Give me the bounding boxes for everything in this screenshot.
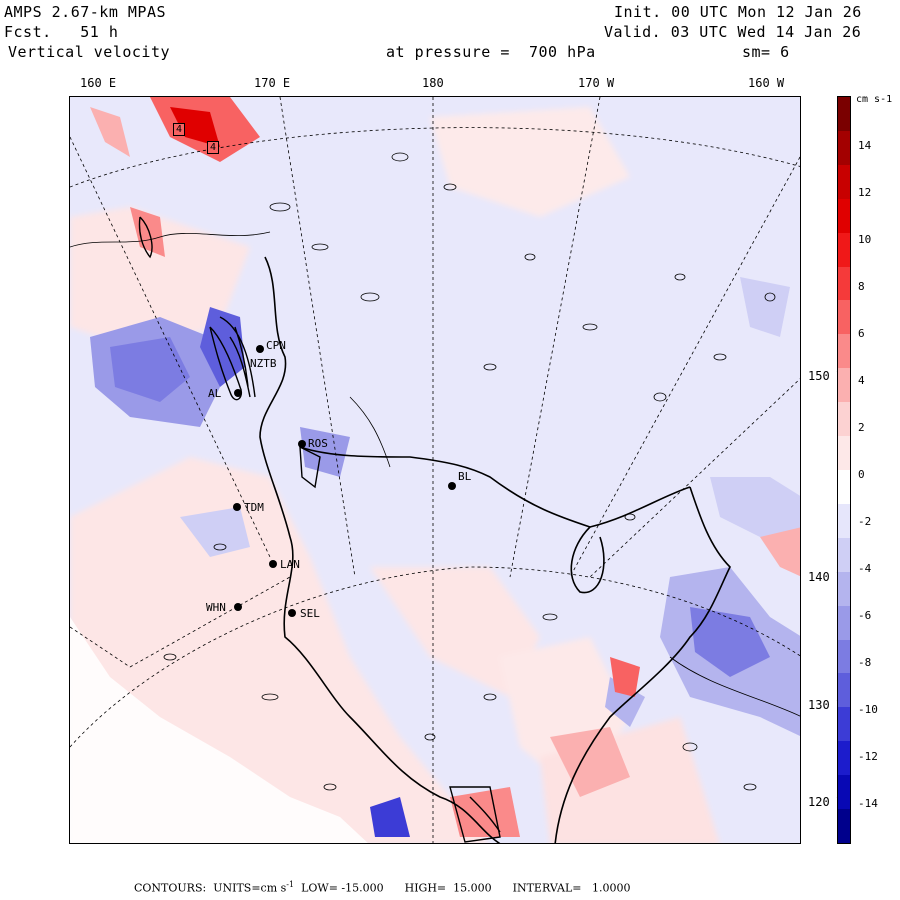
colorbar-segment	[838, 809, 850, 843]
station-label-bl: BL	[458, 470, 472, 483]
contour-low: LOW= -15.000	[301, 881, 384, 895]
colorbar-segment	[838, 97, 850, 131]
colorbar-segment	[838, 368, 850, 403]
station-label-cpn: CPN	[266, 339, 286, 352]
colorbar-tick-label: 8	[858, 280, 865, 293]
colorbar-tick-label: -12	[858, 750, 878, 763]
station-marker	[448, 482, 456, 490]
model-title: AMPS 2.67-km MPAS	[4, 3, 167, 21]
contour-interval: INTERVAL= 1.0000	[512, 881, 631, 895]
graticule	[70, 97, 800, 843]
station-marker	[288, 609, 296, 617]
colorbar-segment	[838, 639, 850, 674]
colorbar-tick-label: 12	[858, 186, 872, 199]
colorbar-tick-label: 4	[858, 374, 865, 387]
units-exponent: -1	[286, 880, 295, 889]
colorbar-tick-label: -10	[858, 703, 878, 716]
colorbar-tick-label: -2	[858, 515, 872, 528]
lat-label-140w: 140 W	[807, 570, 846, 584]
field-name: Vertical velocity	[8, 43, 171, 61]
colorbar-segment	[838, 605, 850, 640]
colorbar-tick-label: -6	[858, 609, 872, 622]
valid-time: Valid. 03 UTC Wed 14 Jan 26	[604, 23, 862, 41]
lon-label-160w: 160 W	[748, 76, 785, 90]
lat-label-120w: 120 W	[807, 795, 846, 809]
mountain-contours	[138, 216, 501, 843]
colorbar-segment	[838, 164, 850, 199]
station-label-whn: WHN	[206, 601, 226, 614]
colorbar-segment	[838, 334, 850, 369]
map-panel: 4 4 CPN NZTB AL ROS TDM LAN WHN SEL BL	[69, 96, 801, 844]
lat-label-150w: 150 W	[807, 369, 846, 383]
colorbar-segment	[838, 537, 850, 572]
ice-region	[70, 617, 368, 843]
station-label-sel: SEL	[300, 607, 320, 620]
colorbar-segment	[838, 469, 850, 504]
colorbar-tick-label: -8	[858, 656, 872, 669]
colorbar-tick-label: 6	[858, 327, 865, 340]
colorbar-tick-label: -14	[858, 797, 878, 810]
station-marker	[234, 389, 242, 397]
contour-label: 4	[207, 141, 220, 154]
station-marker	[234, 603, 242, 611]
contour-units: CONTOURS: UNITS=cm s	[134, 881, 287, 895]
colorbar-segment	[838, 741, 850, 776]
colorbar-segment	[838, 503, 850, 538]
colorbar-segment	[838, 300, 850, 335]
station-marker	[269, 560, 277, 568]
station-label-al: AL	[208, 387, 222, 400]
station-label-ros: ROS	[308, 437, 328, 450]
colorbar-segment	[838, 402, 850, 437]
smoothing: sm= 6	[742, 43, 790, 61]
colorbar-segment	[838, 266, 850, 301]
colorbar-unit: cm s-1	[856, 94, 893, 105]
station-label-lan: LAN	[280, 558, 300, 571]
colorbar-segment	[838, 130, 850, 165]
colorbar-segment	[838, 232, 850, 267]
lon-label-170w: 170 W	[578, 76, 615, 90]
lon-label-160e: 160 E	[80, 76, 117, 90]
lon-label-180: 180	[422, 76, 444, 90]
colorbar-tick-label: 10	[858, 233, 872, 246]
station-marker	[256, 345, 264, 353]
station-marker	[298, 440, 306, 448]
lat-label-130w: 130 W	[807, 698, 846, 712]
colorbar-segment	[838, 571, 850, 606]
forecast-hour: Fcst. 51 h	[4, 23, 119, 41]
station-marker	[233, 503, 241, 511]
map-svg	[70, 97, 800, 843]
colorbar-segment	[838, 673, 850, 708]
lon-label-170e: 170 E	[254, 76, 291, 90]
colorbar-segment	[838, 436, 850, 470]
pressure-level: at pressure = 700 hPa	[386, 43, 596, 61]
contour-label: 4	[173, 123, 186, 136]
colorbar-segment	[838, 775, 850, 810]
colorbar-tick-label: 0	[858, 468, 865, 481]
colorbar-tick-label: -4	[858, 562, 872, 575]
colorbar	[837, 96, 851, 844]
colorbar-segment	[838, 198, 850, 233]
coastline	[259, 256, 731, 843]
station-label-tdm: TDM	[244, 501, 264, 514]
init-time: Init. 00 UTC Mon 12 Jan 26	[614, 3, 862, 21]
contour-info: CONTOURS: UNITS=cm s-1 LOW= -15.000 HIGH…	[134, 880, 631, 895]
station-label-nztb: NZTB	[250, 357, 277, 370]
contour-high: HIGH= 15.000	[404, 881, 492, 895]
colorbar-tick-label: 2	[858, 421, 865, 434]
colorbar-segment	[838, 707, 850, 742]
colorbar-tick-label: 14	[858, 139, 872, 152]
small-contours	[70, 152, 800, 791]
